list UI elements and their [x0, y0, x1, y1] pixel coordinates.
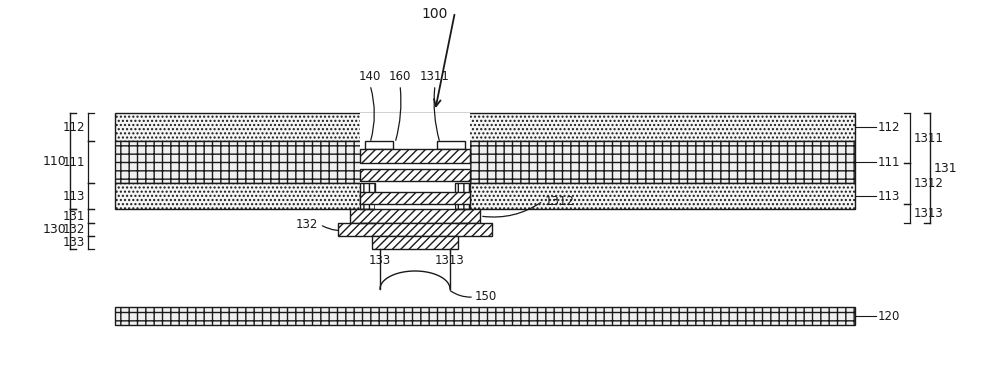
Bar: [115, 113, 855, 141]
Text: 1311: 1311: [420, 70, 450, 83]
Bar: [437, 141, 465, 149]
Text: 110: 110: [42, 155, 66, 168]
Bar: [115, 307, 855, 325]
Text: 132: 132: [296, 218, 318, 231]
Text: 131: 131: [934, 162, 958, 175]
Bar: [375, 183, 455, 209]
Bar: [360, 181, 470, 183]
Bar: [360, 113, 470, 183]
Bar: [338, 223, 492, 236]
Text: 111: 111: [878, 155, 900, 169]
Text: 130: 130: [42, 223, 66, 235]
Text: 120: 120: [878, 310, 900, 323]
Bar: [372, 236, 458, 249]
Text: 1311: 1311: [914, 131, 944, 145]
Text: 113: 113: [63, 190, 85, 203]
Text: 133: 133: [369, 254, 391, 267]
Bar: [455, 183, 470, 209]
Text: 150: 150: [475, 290, 497, 303]
Text: 111: 111: [63, 155, 85, 169]
Text: 112: 112: [63, 121, 85, 134]
Text: 113: 113: [878, 190, 900, 203]
Bar: [360, 149, 470, 163]
Bar: [360, 192, 470, 204]
Bar: [115, 141, 855, 183]
Bar: [360, 163, 470, 169]
Text: 133: 133: [63, 236, 85, 249]
Bar: [375, 204, 455, 209]
Text: 100: 100: [422, 7, 448, 21]
Text: 1313: 1313: [914, 207, 944, 220]
Text: 1313: 1313: [435, 254, 465, 267]
Bar: [360, 169, 470, 181]
Bar: [350, 209, 480, 223]
Text: 1312: 1312: [914, 177, 944, 190]
Text: 132: 132: [63, 223, 85, 236]
Text: 140: 140: [359, 70, 381, 83]
Text: 160: 160: [389, 70, 411, 83]
Bar: [360, 183, 375, 209]
Bar: [365, 141, 393, 149]
Text: 1312: 1312: [545, 194, 575, 207]
Text: 131: 131: [63, 210, 85, 223]
Bar: [115, 183, 855, 209]
Text: 112: 112: [878, 121, 900, 134]
